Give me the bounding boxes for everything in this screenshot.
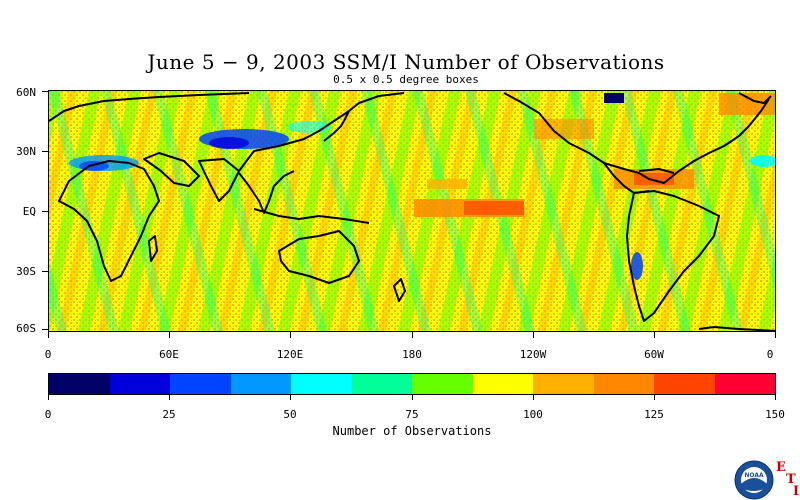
colorbar-segment-3	[230, 374, 291, 394]
colorbar-tick	[654, 395, 655, 400]
lat-tick	[42, 329, 48, 330]
lon-tick	[48, 332, 49, 338]
colorbar-segment-0	[49, 374, 110, 394]
logo-letter-t: T	[786, 472, 796, 487]
lon-tick	[775, 332, 776, 338]
colorbar-title: Number of Observations	[332, 424, 492, 438]
colorbar-tick	[290, 395, 291, 400]
lon-label-0: 0	[44, 348, 52, 361]
coast-north-america	[503, 92, 770, 184]
colorbar-tick	[169, 395, 170, 400]
lat-tick	[42, 151, 48, 152]
colorbar-segment-10	[654, 374, 715, 394]
lon-label-120e: 120E	[276, 348, 304, 361]
coast-india	[198, 158, 240, 202]
lon-tick	[169, 332, 170, 338]
colorbar-segment-6	[412, 374, 473, 394]
lon-tick	[533, 332, 534, 338]
colorbar-label-25: 25	[162, 408, 176, 421]
lon-label-60e: 60E	[159, 348, 179, 361]
colorbar-tick	[412, 395, 413, 400]
lat-tick	[42, 91, 48, 92]
colorbar-label-50: 50	[283, 408, 297, 421]
colorbar-segment-1	[109, 374, 170, 394]
lon-label-60w: 60W	[644, 348, 664, 361]
lon-tick	[412, 332, 413, 338]
observation-map	[48, 90, 776, 332]
coast-indonesia	[253, 208, 370, 224]
coast-new-zealand	[393, 278, 406, 302]
colorbar-segment-2	[170, 374, 231, 394]
colorbar-segment-5	[351, 374, 412, 394]
colorbar-segment-7	[472, 374, 533, 394]
coast-south-america	[626, 190, 720, 322]
colorbar-label-0: 0	[44, 408, 52, 421]
lon-tick	[654, 332, 655, 338]
logo-letter-e: E	[776, 460, 786, 475]
lon-label-0-end: 0	[766, 348, 774, 361]
colorbar-tick	[48, 395, 49, 400]
lat-tick	[42, 271, 48, 272]
coast-indochina	[238, 170, 295, 214]
colorbar-segment-8	[533, 374, 594, 394]
colorbar-label-100: 100	[523, 408, 543, 421]
coast-caribbean	[638, 168, 675, 174]
map-canvas	[49, 91, 775, 331]
colorbar	[48, 373, 776, 395]
coast-antarctic-tip	[698, 326, 775, 331]
lat-tick	[42, 211, 48, 212]
coast-madagascar	[148, 235, 158, 262]
swath-pattern-b	[49, 91, 775, 331]
coast-japan	[323, 110, 350, 142]
lat-label-60n: 60N	[16, 86, 36, 99]
logo-letter-i: I	[793, 484, 800, 499]
lat-label-30n: 30N	[16, 145, 36, 158]
coastlines	[49, 92, 775, 331]
lat-label-60s: 60S	[16, 322, 36, 335]
map-subtitle: 0.5 x 0.5 degree boxes	[333, 73, 479, 86]
map-title: June 5 − 9, 2003 SSM/I Number of Observa…	[147, 50, 665, 74]
colorbar-tick	[775, 395, 776, 400]
lat-label-30s: 30S	[16, 265, 36, 278]
coast-eurasia-north	[49, 92, 250, 122]
noaa-logo-text: NOAA	[744, 472, 764, 479]
lon-label-180: 180	[402, 348, 422, 361]
colorbar-label-75: 75	[405, 408, 419, 421]
coast-australia	[278, 230, 360, 284]
colorbar-segment-9	[593, 374, 654, 394]
colorbar-tick	[533, 395, 534, 400]
lon-tick	[290, 332, 291, 338]
low-count-zones	[69, 93, 775, 280]
colorbar-label-125: 125	[644, 408, 664, 421]
colorbar-segment-4	[291, 374, 352, 394]
coast-africa	[58, 160, 160, 282]
lat-label-eq: EQ	[22, 205, 36, 218]
coast-east-asia	[238, 92, 405, 172]
lon-label-120w: 120W	[519, 348, 547, 361]
noaa-logo: NOAA	[734, 460, 774, 500]
coast-greenland	[738, 92, 772, 104]
colorbar-label-150: 150	[765, 408, 785, 421]
colorbar-segment-11	[714, 374, 775, 394]
coast-arabia	[143, 152, 200, 187]
